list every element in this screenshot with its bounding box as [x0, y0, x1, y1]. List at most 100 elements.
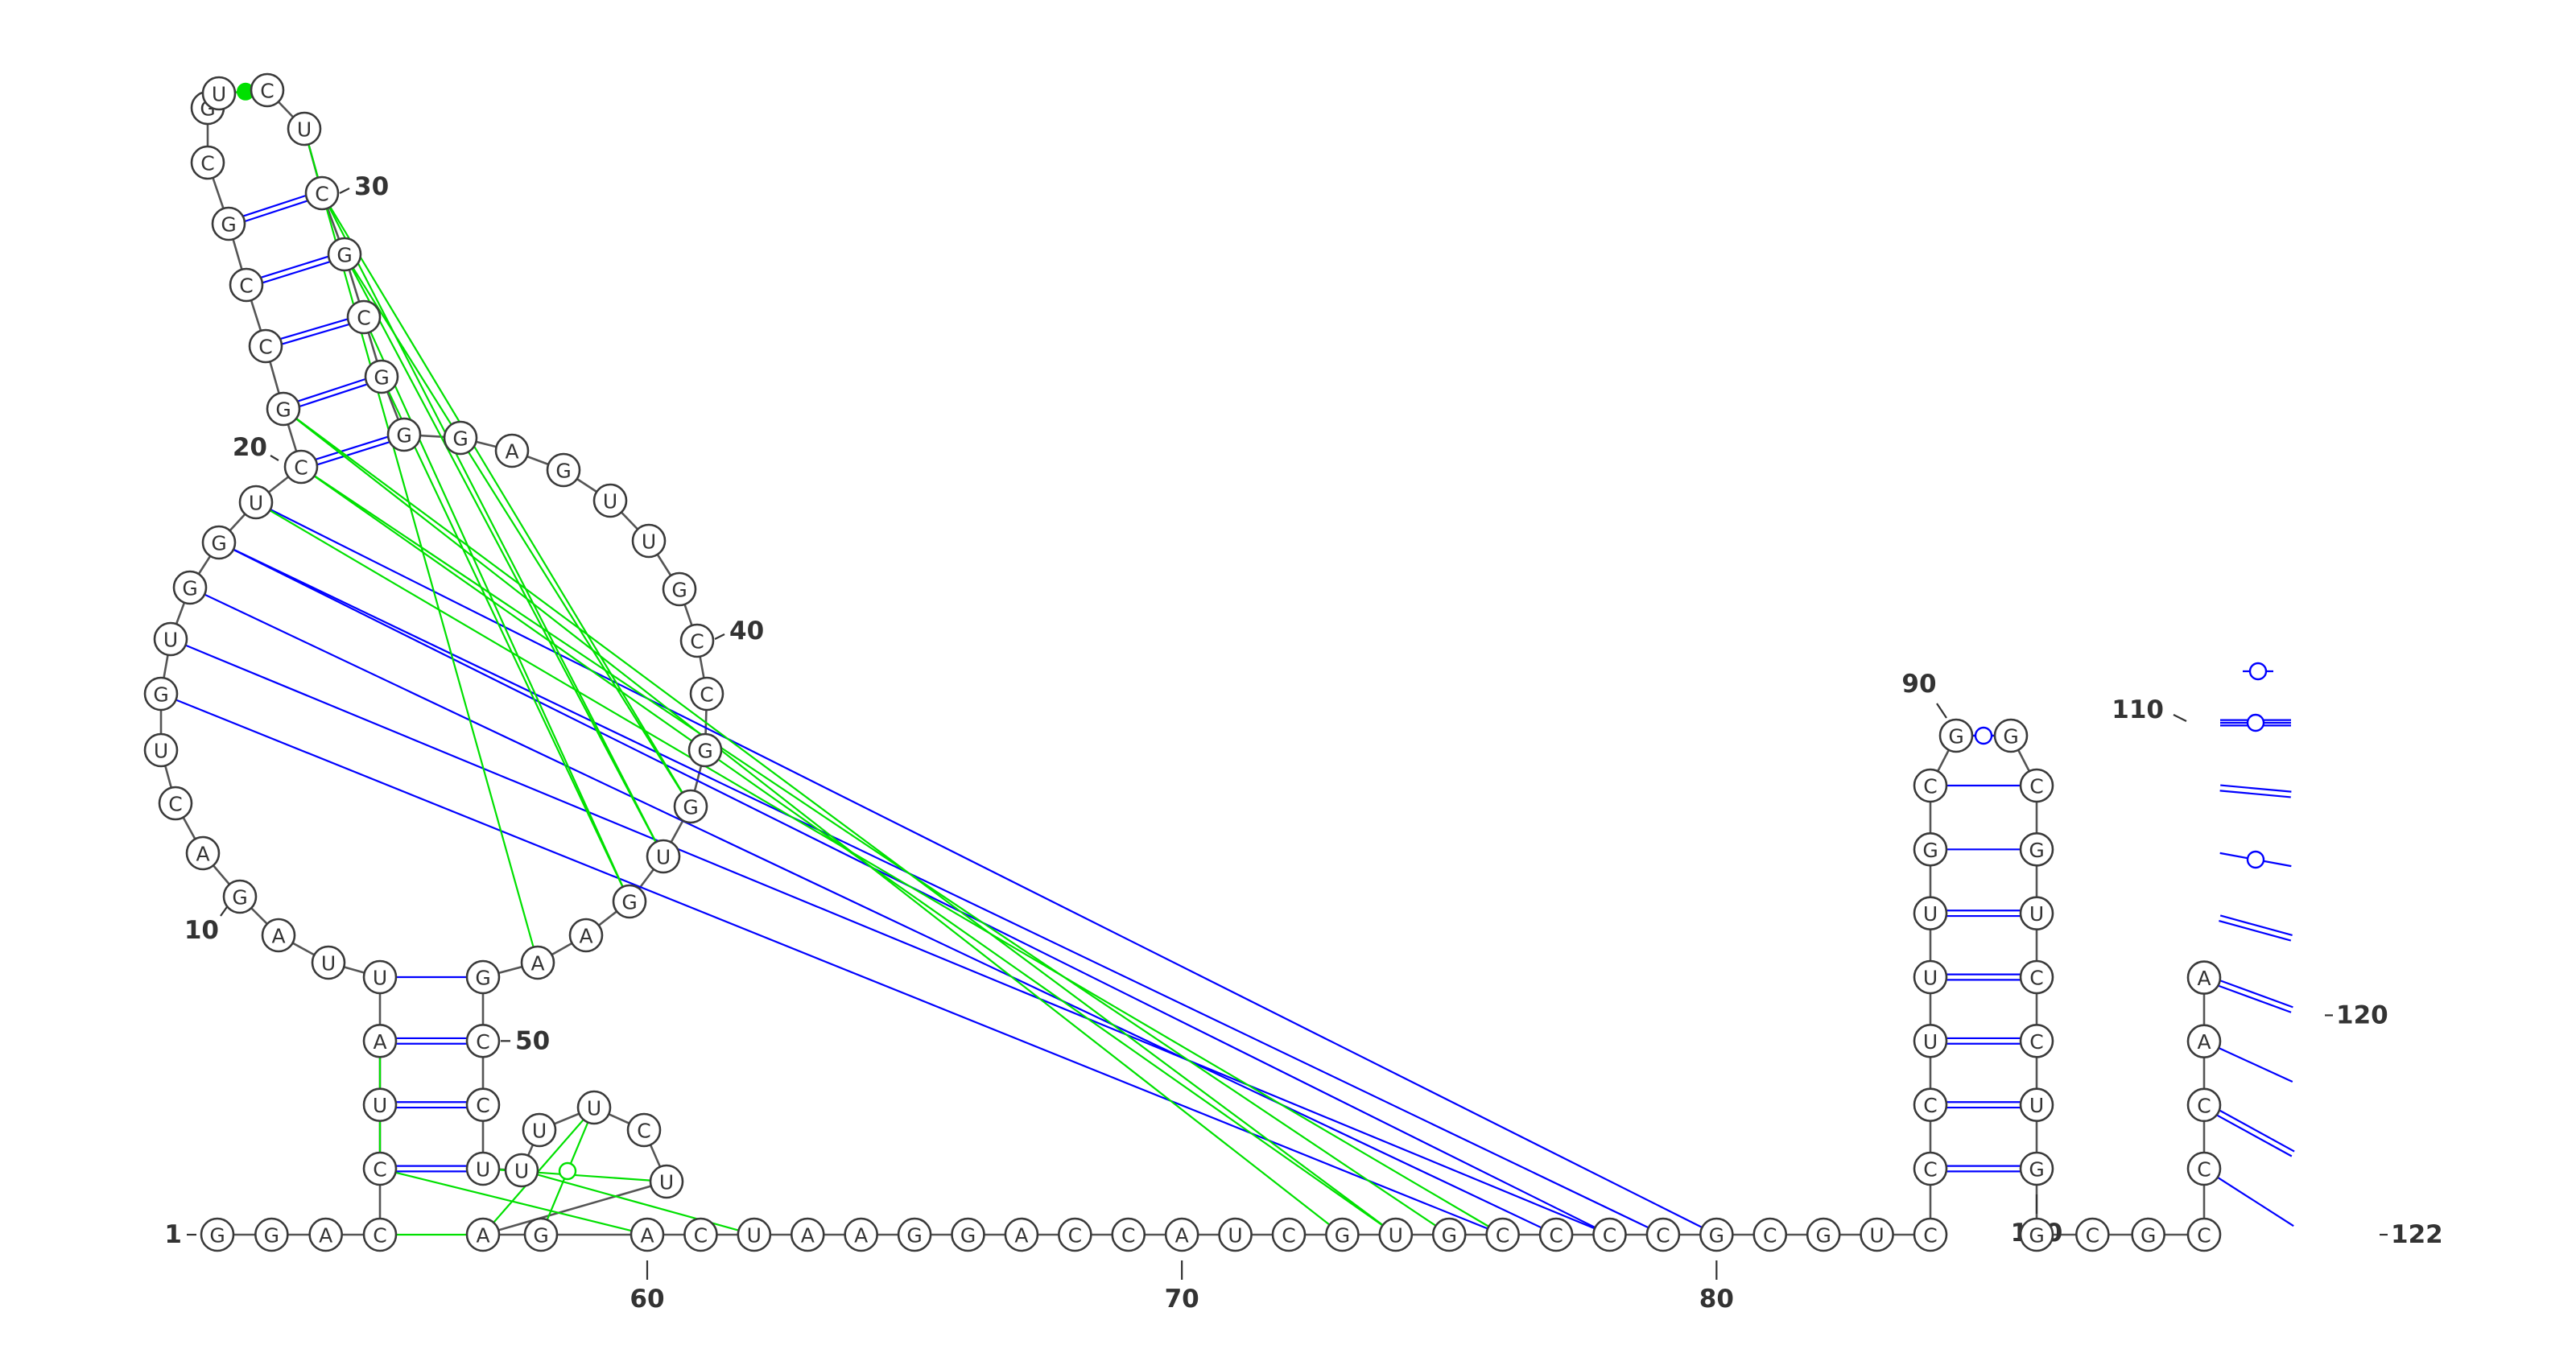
nucleotide-letter: C [373, 1158, 386, 1182]
nucleotide-circle [568, 918, 604, 953]
nucleotide-circle [2019, 1024, 2054, 1058]
nucleotide-30: C [304, 175, 340, 211]
nucleotide-letter: C [200, 152, 214, 175]
nucleotide-circle [2019, 1151, 2054, 1186]
nucleotide-83: U [1860, 1217, 1894, 1252]
nucleotide-letter: C [1923, 1158, 1937, 1182]
nucleotide-letter: G [1709, 1224, 1724, 1248]
nucleotide-letter: U [656, 846, 671, 869]
nucleotide-circle [626, 1112, 662, 1148]
nucleotide-circle [1164, 1217, 1199, 1252]
nucleotide-letter: U [532, 1120, 547, 1143]
nucleotide-78: C [1592, 1217, 1627, 1252]
nucleotide-17: G [172, 570, 208, 605]
nucleotide-letter: G [1442, 1224, 1457, 1248]
nucleotide-circle [362, 1087, 398, 1122]
tertiary-interaction-line [269, 509, 1489, 1227]
nucleotide-circle [311, 945, 346, 980]
nucleotide-letter: G [621, 891, 637, 914]
nucleotide-54: U [522, 1112, 557, 1148]
nucleotide-27: U [201, 76, 237, 111]
nucleotide-25: C [190, 145, 225, 180]
nucleotide-circle [346, 299, 382, 335]
nucleotide-106: C [2186, 1087, 2222, 1123]
base-pair-line [204, 593, 1542, 1229]
nucleotide-93: G [1993, 718, 2029, 753]
position-number-60: 60 [630, 1285, 664, 1314]
nucleotide-letter: C [239, 274, 253, 298]
base-pair-line [2217, 1176, 2294, 1227]
nucleotide-97: C [2019, 959, 2054, 995]
nucleotide-letter: C [1121, 1224, 1135, 1248]
tertiary-interaction-line [295, 418, 1331, 1226]
tertiary-interaction-line [295, 418, 1384, 1226]
nucleotide-circle [364, 359, 399, 394]
nucleotide-circle [362, 1024, 398, 1058]
nucleotide-letter: U [154, 740, 168, 763]
nucleotide-letter: C [690, 630, 704, 654]
nucleotide-42: C [689, 676, 724, 712]
nucleotide-circle [2186, 960, 2222, 995]
nucleotide-letter: G [2140, 1224, 2156, 1248]
base-pair-line [244, 200, 308, 223]
nucleotide-circle [494, 433, 530, 468]
nucleotide-letter: C [294, 456, 308, 480]
nucleotide-3: A [308, 1217, 343, 1252]
nucleotide-circle [546, 452, 581, 488]
nucleotide-100: G [2019, 1151, 2054, 1186]
nucleotide-57: U [649, 1164, 684, 1199]
nucleotide-letter: A [2197, 1030, 2211, 1054]
nucleotide-16: U [153, 621, 188, 657]
nucleotide-letter: G [211, 532, 226, 555]
position-number-110: 110 [2112, 695, 2164, 724]
nucleotide-circle [1431, 1217, 1467, 1252]
nucleotide-81: C [1752, 1217, 1788, 1252]
nucleotide-circle [2019, 1087, 2054, 1122]
nucleotide-letter: C [2197, 1158, 2211, 1182]
nucleotide-38: U [592, 483, 628, 518]
nucleotide-letter: U [373, 967, 387, 990]
nucleotide-circle [679, 623, 715, 658]
nucleotide-letter: G [182, 577, 197, 600]
base-pair-line [2219, 1109, 2295, 1153]
nucleotide-96: U [2019, 896, 2054, 930]
nucleotide-letter: G [1922, 839, 1938, 862]
nucleotide-letter: C [2197, 1094, 2211, 1117]
nucleotide-98: C [2019, 1024, 2054, 1058]
nucleotide-circle [1913, 1217, 1948, 1252]
nucleotide-letter: G [960, 1224, 976, 1248]
nucleotide-86: C [1913, 1087, 1948, 1122]
nucleotide-letter: A [854, 1224, 868, 1248]
nucleotide-circle [362, 1151, 398, 1186]
nucleotide-circle [1913, 1151, 1948, 1186]
nucleotide-letter: G [221, 213, 236, 237]
nucleotide-circle [238, 485, 274, 520]
position-number-80: 80 [1699, 1285, 1734, 1314]
nucleotide-62: U [737, 1217, 772, 1252]
nucleotide-letter: U [1923, 902, 1938, 926]
nucleotide-letter: G [396, 424, 411, 448]
nucleotide-circle [951, 1217, 985, 1252]
nucleotide-letter: U [476, 1158, 490, 1182]
tertiary-interaction-line [352, 267, 683, 794]
nucleotide-circle [1271, 1217, 1307, 1252]
nucleotide-circle [1058, 1217, 1092, 1252]
nucleotide-73: G [1325, 1217, 1360, 1252]
nucleotide-circle [1993, 718, 2029, 753]
base-pair-line [233, 548, 1649, 1229]
base-pair-line [270, 508, 1703, 1229]
position-number-40: 40 [729, 617, 764, 646]
nucleotide-circle [689, 676, 724, 712]
nucleotide-letter: A [319, 1224, 332, 1248]
nucleotide-92: G [1938, 718, 1974, 753]
nucleotide-64: A [844, 1217, 878, 1252]
nucleotide-letter: G [2029, 1158, 2044, 1182]
nucleotide-7: A [362, 1024, 398, 1058]
nucleotide-letter: C [1656, 1224, 1670, 1248]
base-pair-line [2218, 1047, 2293, 1083]
nucleotide-letter: U [297, 118, 312, 142]
nucleotide-circle [592, 483, 628, 518]
nucleotide-circle [523, 1217, 559, 1252]
nucleotide-letter: G [264, 1224, 279, 1248]
